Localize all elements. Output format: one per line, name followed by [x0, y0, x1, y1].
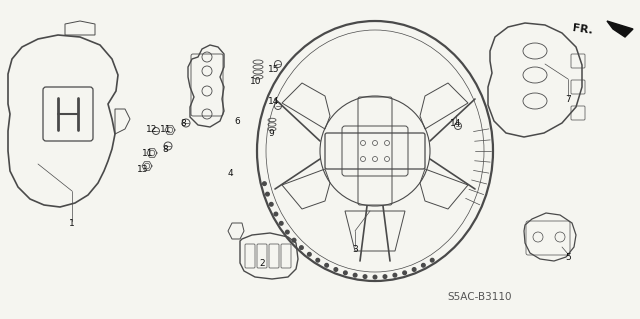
Circle shape: [373, 275, 377, 279]
Text: FR.: FR.: [572, 23, 593, 35]
Text: 15: 15: [268, 64, 280, 73]
Circle shape: [300, 246, 303, 249]
Circle shape: [334, 268, 338, 271]
Text: 1: 1: [69, 219, 75, 228]
Circle shape: [266, 192, 269, 196]
Polygon shape: [607, 21, 633, 37]
Circle shape: [383, 275, 387, 278]
Circle shape: [292, 238, 296, 242]
Circle shape: [431, 258, 434, 262]
Circle shape: [274, 212, 278, 216]
Text: 9: 9: [268, 130, 274, 138]
Text: 11: 11: [160, 125, 172, 135]
Circle shape: [316, 258, 319, 262]
Circle shape: [353, 273, 357, 277]
Text: 6: 6: [234, 116, 240, 125]
Text: 3: 3: [352, 244, 358, 254]
Text: 13: 13: [137, 165, 148, 174]
Text: 12: 12: [147, 124, 157, 133]
Circle shape: [403, 271, 406, 275]
Circle shape: [308, 253, 311, 256]
Circle shape: [344, 271, 347, 275]
Text: 4: 4: [227, 169, 233, 179]
Text: 14: 14: [268, 97, 280, 106]
Text: 8: 8: [180, 118, 186, 128]
Text: 2: 2: [259, 259, 265, 269]
Text: S5AC-B3110: S5AC-B3110: [448, 292, 512, 302]
Circle shape: [325, 263, 328, 267]
Circle shape: [393, 273, 397, 277]
Text: 11: 11: [142, 150, 154, 159]
Text: 14: 14: [451, 120, 461, 129]
Circle shape: [285, 230, 289, 234]
Circle shape: [364, 275, 367, 278]
Circle shape: [412, 268, 416, 271]
Circle shape: [269, 203, 273, 206]
Circle shape: [422, 263, 425, 267]
Circle shape: [280, 221, 283, 225]
Text: 8: 8: [162, 145, 168, 153]
Text: 10: 10: [250, 78, 262, 86]
Text: 5: 5: [565, 253, 571, 262]
Circle shape: [262, 182, 266, 185]
Text: 7: 7: [565, 94, 571, 103]
